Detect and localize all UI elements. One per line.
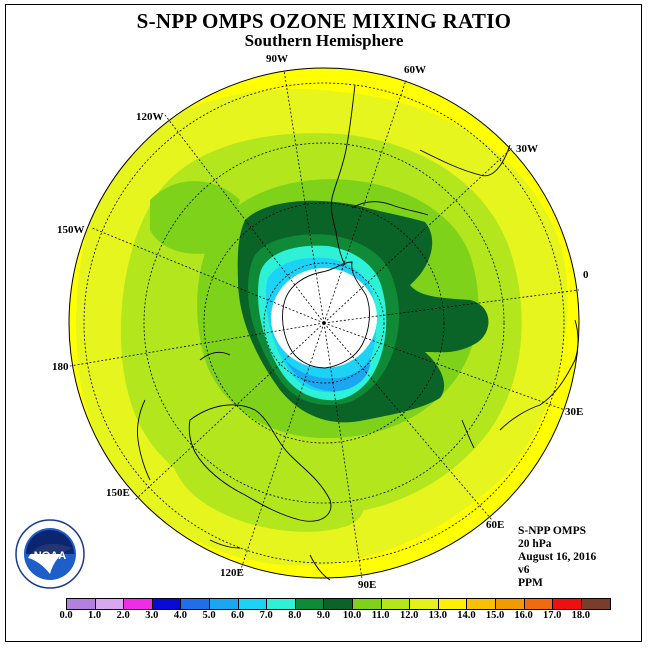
- colorbar-swatch: [181, 599, 210, 609]
- ozone-region-polar-white: [271, 268, 377, 368]
- colorbar-tick-label: 7.0: [259, 610, 273, 621]
- coastlines: [137, 84, 579, 581]
- colorbar-swatch: [124, 599, 153, 609]
- info-instrument: S-NPP OMPS: [518, 525, 587, 537]
- colorbar-tick-label: 10.0: [342, 610, 362, 621]
- colorbar-swatch: [95, 599, 125, 609]
- colorbar-tick-label: 8.0: [288, 610, 302, 621]
- lon-label-150e: 150E: [106, 487, 130, 499]
- info-units: PPM: [518, 577, 543, 589]
- colorbar-swatch: [352, 599, 382, 609]
- colorbar-swatch: [209, 599, 239, 609]
- colorbar-tick-label: 15.0: [485, 610, 505, 621]
- info-pressure: 20 hPa: [518, 538, 552, 550]
- ozone-region-light-green-lower: [169, 409, 365, 532]
- map-subtitle: Southern Hemisphere: [244, 31, 404, 50]
- south-pole-marker: [322, 321, 326, 325]
- ozone-region-blue: [285, 358, 371, 392]
- info-date: August 16, 2016: [518, 551, 597, 563]
- colorbar-swatch: [67, 599, 96, 609]
- map-boundary: [68, 67, 580, 579]
- colorbar-swatch: [267, 599, 296, 609]
- info-version: v6: [518, 564, 530, 576]
- colorbar-tick-label: 9.0: [316, 610, 330, 621]
- colorbar-tick-label: 1.0: [88, 610, 102, 621]
- lon-label-120e: 120E: [220, 567, 244, 579]
- colorbar-tick-label: 2.0: [116, 610, 130, 621]
- colorbar-swatch: [410, 599, 439, 609]
- colorbar-swatch: [467, 599, 496, 609]
- colorbar-tick-label: 3.0: [145, 610, 159, 621]
- colorbar-tick-label: 17.0: [543, 610, 562, 621]
- graticule: [69, 69, 580, 580]
- colorbar-tick-label: 5.0: [202, 610, 216, 621]
- noaa-logo: NOAA: [15, 519, 85, 589]
- colorbar-tick-label: 14.0: [457, 610, 476, 621]
- colorbar-tick-label: 4.0: [173, 610, 187, 621]
- colorbar-swatch: [438, 599, 468, 609]
- lon-label-0: 0: [583, 269, 589, 281]
- lon-label-30e: 30E: [565, 406, 583, 418]
- lon-label-150w: 150W: [57, 224, 85, 236]
- noaa-logo-text: NOAA: [34, 550, 66, 562]
- colorbar-tick-label: 16.0: [514, 610, 533, 621]
- product-info: S-NPP OMPS 20 hPa August 16, 2016 v6 PPM: [518, 525, 596, 590]
- colorbar-ticks: 0.0 1.0 2.0 3.0 4.0 5.0 6.0 7.0 8.0 9.0 10.0 11.0 12…: [50, 610, 610, 624]
- colorbar-swatch: [553, 599, 582, 609]
- colorbar-swatch: [381, 599, 411, 609]
- ozone-region-green-west: [150, 181, 240, 254]
- colorbar: [66, 598, 612, 610]
- colorbar-tick-label: 11.0: [371, 610, 390, 621]
- colorbar-swatch: [295, 599, 325, 609]
- colorbar-tick-label: 18.0: [571, 610, 590, 621]
- colorbar-tick-label: 0.0: [59, 610, 73, 621]
- lon-label-60e: 60E: [486, 519, 504, 531]
- lon-label-180: 180: [52, 361, 69, 373]
- colorbar-tick-label: 12.0: [400, 610, 419, 621]
- colorbar-swatch: [581, 599, 611, 609]
- map-title: S-NPP OMPS OZONE MIXING RATIO: [136, 9, 512, 33]
- colorbar-swatch: [152, 599, 182, 609]
- colorbar-swatch: [524, 599, 554, 609]
- longitude-labels: 90W 60W 30W 0 30E 60E 90E 120E 150E 180 …: [52, 53, 589, 591]
- colorbar-swatch: [495, 599, 525, 609]
- colorbar-tick-label: 6.0: [231, 610, 245, 621]
- lon-label-90e: 90E: [358, 579, 376, 591]
- lon-label-30w: 30W: [516, 143, 538, 155]
- figure-frame: [5, 4, 642, 642]
- lon-label-60w: 60W: [404, 64, 426, 76]
- colorbar-tick-label: 13.0: [428, 610, 447, 621]
- lon-label-120w: 120W: [136, 111, 164, 123]
- colorbar-swatch: [238, 599, 268, 609]
- lon-label-90w: 90W: [266, 53, 288, 65]
- colorbar-swatch: [324, 599, 353, 609]
